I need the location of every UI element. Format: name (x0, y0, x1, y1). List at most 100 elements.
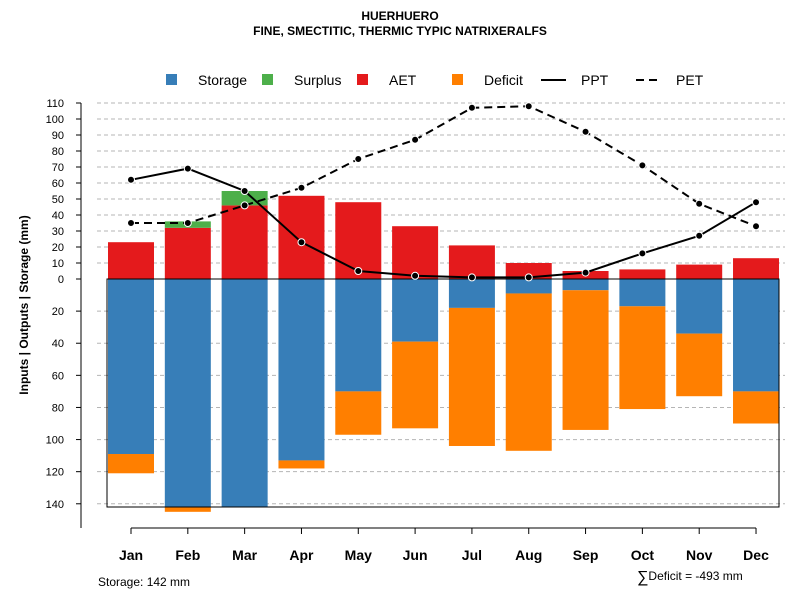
y-tick-label: 20 (52, 306, 64, 318)
x-tick-label: Dec (743, 547, 769, 563)
ppt-point (127, 175, 135, 184)
pet-point (752, 222, 761, 231)
deficit-bar-apr (278, 460, 325, 469)
deficit-bar-oct (619, 306, 666, 410)
legend-swatch-surplus (262, 74, 273, 85)
legend: Storage Surplus AET Deficit PPT PET (166, 72, 704, 88)
y-tick-label: 80 (52, 402, 64, 414)
storage-bar-sep (562, 279, 609, 291)
deficit-bar-dec (733, 391, 780, 424)
x-tick-label: Jan (119, 547, 143, 563)
gridlines (97, 102, 785, 505)
pet-point (581, 127, 590, 136)
pet-line (131, 105, 757, 228)
x-tick-label: Nov (686, 547, 713, 563)
y-tick-label: 50 (52, 194, 64, 206)
deficit-bar-aug (505, 293, 552, 451)
ppt-point (752, 198, 761, 207)
sum-icon: ∑ (637, 569, 649, 586)
storage-bar-jun (392, 279, 439, 342)
y-tick-label: 60 (52, 178, 64, 190)
legend-label: AET (389, 72, 417, 88)
y-tick-label: 40 (52, 210, 64, 222)
legend-swatch-deficit (452, 74, 463, 85)
y-tick-label: 60 (52, 370, 64, 382)
x-tick-label: May (345, 547, 372, 563)
y-tick-label: 30 (52, 226, 64, 238)
storage-bar-mar (221, 279, 268, 507)
ppt-line (130, 167, 757, 279)
ppt-point (524, 273, 533, 282)
y-tick-label: 70 (52, 162, 64, 174)
plot-frame (106, 278, 780, 508)
y-tick-label: 80 (52, 146, 64, 158)
x-tick-label: Apr (289, 547, 314, 563)
axes: 1101009080706050403020100204060801001201… (46, 98, 769, 563)
storage-capacity-frame (106, 278, 780, 508)
deficit-bar-sep (562, 290, 609, 430)
storage-bar-feb (164, 279, 211, 507)
deficit-bar-nov (676, 333, 723, 397)
deficit-bar-jan (108, 454, 154, 474)
pet-point (695, 199, 704, 208)
aet-bar-may (335, 202, 382, 279)
ppt-point (695, 231, 704, 240)
deficit-bar-jun (392, 341, 439, 429)
pet-point (411, 135, 420, 144)
y-tick-label: 100 (46, 114, 64, 126)
pet-point (354, 155, 363, 163)
legend-label: Storage (198, 72, 247, 88)
y-tick-label: 140 (46, 499, 64, 511)
y-axis-label: Inputs | Outputs | Storage (mm) (17, 215, 31, 394)
ppt-point (467, 273, 476, 282)
chart-subtitle: FINE, SMECTITIC, THERMIC TYPIC NATRIXERA… (253, 24, 547, 38)
y-tick-label: 0 (58, 274, 64, 286)
legend-label: Deficit (484, 72, 523, 88)
storage-bar-apr (278, 279, 325, 461)
x-tick-label: Sep (573, 547, 599, 563)
x-tick-label: Mar (232, 547, 257, 563)
pet-point (240, 201, 249, 210)
y-tick-label: 10 (52, 258, 64, 270)
y-tick-label: 110 (46, 98, 64, 110)
ppt-point (297, 238, 306, 247)
storage-bar-jan (108, 279, 154, 455)
legend-label: Surplus (294, 72, 341, 88)
storage-bar-dec (733, 279, 780, 392)
ppt-point (411, 271, 420, 280)
x-tick-label: Jun (403, 547, 428, 563)
pet-point (127, 219, 135, 227)
pet-point (467, 103, 476, 112)
deficit-bar-may (335, 391, 382, 435)
aet-bar-jun (392, 226, 439, 279)
pet-point (524, 102, 533, 111)
pet-point (183, 219, 192, 227)
ppt-point (638, 249, 647, 258)
deficit-bar-jul (448, 307, 495, 446)
x-tick-label: Aug (515, 547, 542, 563)
deficit-note-label: Deficit = -493 mm (648, 569, 743, 583)
x-tick-label: Jul (462, 547, 482, 563)
deficit-note: ∑Deficit = -493 mm (637, 569, 743, 587)
legend-swatch-aet (357, 74, 368, 85)
legend-label: PET (676, 72, 704, 88)
aet-bar-jan (108, 242, 154, 279)
aet-bar-nov (676, 264, 723, 279)
storage-bar-nov (676, 279, 723, 334)
x-tick-label: Feb (175, 547, 200, 563)
aet-bar-dec (733, 258, 780, 279)
x-tick-label: Oct (631, 547, 655, 563)
ppt-point (183, 164, 192, 173)
storage-note: Storage: 142 mm (98, 575, 191, 589)
y-tick-label: 20 (52, 242, 64, 254)
storage-bar-jul (448, 279, 495, 308)
y-tick-label: 40 (52, 338, 64, 350)
pet-point (297, 183, 306, 192)
storage-bar-oct (619, 279, 666, 307)
storage-bar-aug (505, 279, 552, 294)
deficit-bar-feb (164, 507, 211, 512)
bars (108, 191, 780, 512)
lines (127, 102, 761, 282)
chart-title: HUERHUERO (361, 9, 439, 23)
